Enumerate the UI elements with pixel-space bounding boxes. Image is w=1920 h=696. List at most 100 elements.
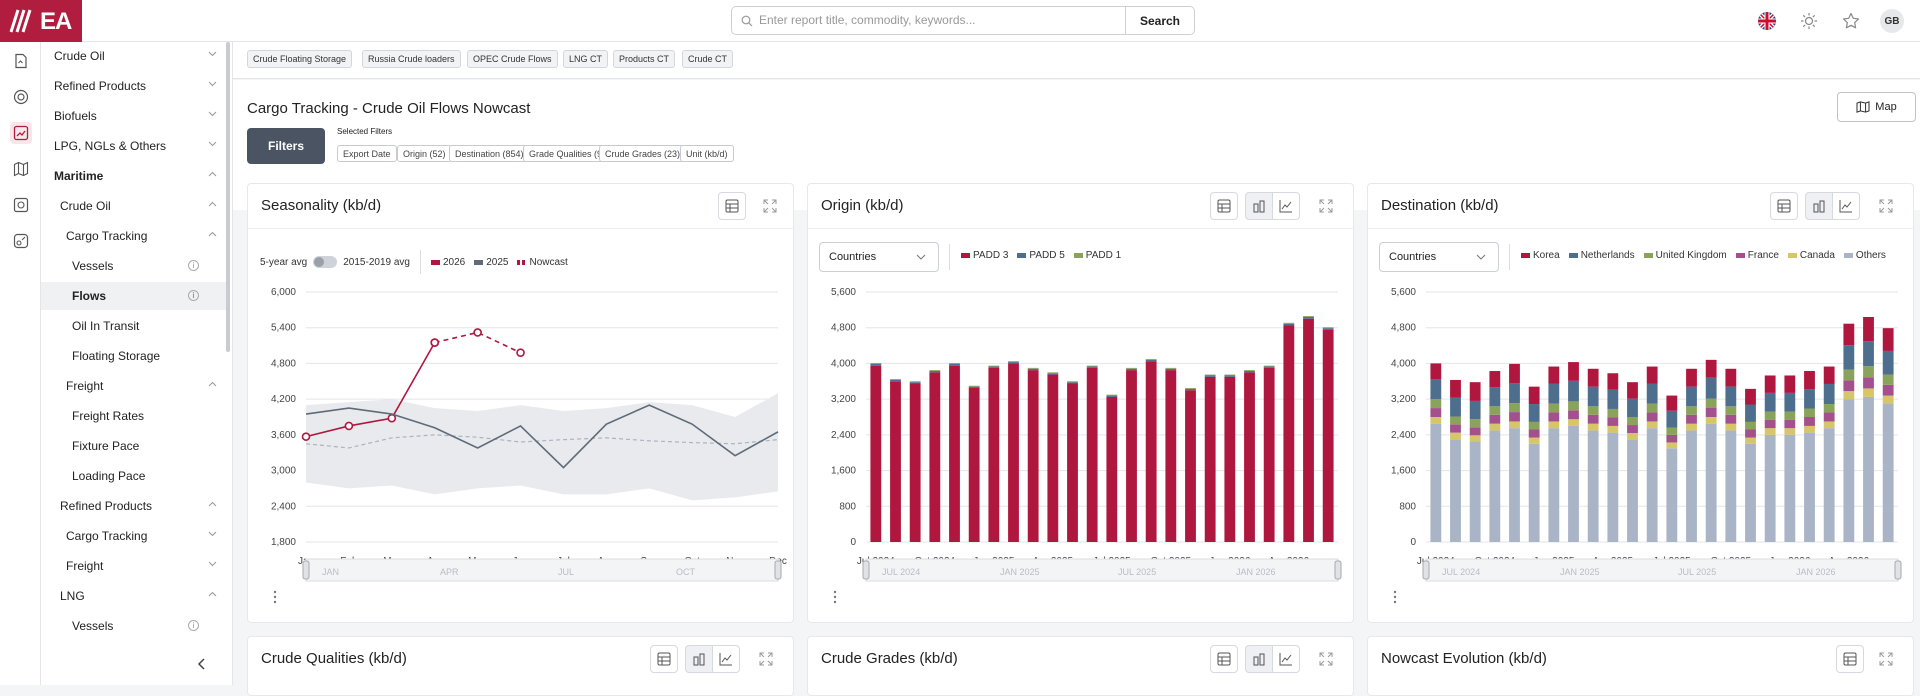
origin-dropdown[interactable]: Countries	[819, 242, 939, 272]
sidebar-item-refined-products[interactable]: Refined Products	[41, 72, 229, 100]
bar-canada	[1548, 421, 1560, 429]
sidebar-item-cargo-tracking[interactable]: Cargo Tracking	[41, 222, 229, 250]
legend-item-2025[interactable]: 2025	[474, 257, 508, 268]
legend-item-canada[interactable]: Canada	[1787, 250, 1835, 261]
sidebar-item-flows[interactable]: Flows i	[41, 282, 229, 310]
map-icon[interactable]	[10, 158, 32, 180]
tag-opec-crude-flows[interactable]: OPEC Crude Flows	[467, 50, 558, 68]
reports-icon[interactable]	[10, 50, 32, 72]
tag-lng-ct[interactable]: LNG CT	[563, 50, 609, 68]
info-icon[interactable]: i	[188, 290, 199, 301]
legend-item-nowcast[interactable]: Nowcast	[517, 257, 568, 268]
sidebar-item-oil-in-transit[interactable]: Oil In Transit	[41, 312, 229, 340]
filter-chip-destination[interactable]: Destination (854)	[449, 145, 530, 162]
expand-icon[interactable]	[1318, 198, 1334, 214]
map-button[interactable]: Map	[1837, 92, 1916, 122]
dashboard-icon[interactable]	[10, 122, 32, 144]
avatar[interactable]: GB	[1880, 9, 1904, 33]
sidebar-item-biofuels[interactable]: Biofuels	[41, 102, 229, 130]
filters-button[interactable]: Filters	[247, 128, 325, 164]
legend-item-padd1[interactable]: PADD 1	[1073, 250, 1121, 261]
avg-toggle[interactable]	[313, 256, 338, 268]
sidebar-item-freight[interactable]: Freight	[41, 552, 229, 580]
sidebar-item-freight-rates[interactable]: Freight Rates	[41, 402, 229, 430]
bar-others	[1528, 443, 1540, 542]
tag-crude-ct[interactable]: Crude CT	[682, 50, 734, 68]
sidebar-item-vessels[interactable]: Vessels i	[41, 612, 229, 640]
filter-chip-origin[interactable]: Origin (52)	[397, 145, 452, 162]
table-view-button[interactable]	[1210, 192, 1238, 220]
table-view-button[interactable]	[1770, 192, 1798, 220]
expand-icon[interactable]	[758, 651, 774, 667]
filter-chip-crude-grades[interactable]: Crude Grades (23)	[599, 145, 687, 162]
bar-view-button[interactable]	[1245, 645, 1273, 673]
table-view-button[interactable]	[1210, 645, 1238, 673]
filter-chip-unit[interactable]: Unit (kb/d)	[680, 145, 734, 162]
tag-russia-crude-loaders[interactable]: Russia Crude loaders	[362, 50, 461, 68]
expand-icon[interactable]	[1878, 651, 1894, 667]
star-icon[interactable]	[1840, 10, 1862, 32]
sidebar-item-label: Crude Oil	[54, 49, 105, 63]
sidebar-item-refined-products[interactable]: Refined Products	[41, 492, 229, 520]
info-icon[interactable]: i	[188, 620, 199, 631]
search-button[interactable]: Search	[1125, 6, 1195, 35]
filter-chip-export-date[interactable]: Export Date	[337, 145, 397, 162]
bar-view-button[interactable]	[1805, 192, 1833, 220]
legend-item-padd3[interactable]: PADD 3	[961, 250, 1008, 261]
target-icon[interactable]	[10, 86, 32, 108]
info-icon[interactable]: i	[188, 260, 199, 271]
expand-icon[interactable]	[1318, 651, 1334, 667]
collapse-sidebar-button[interactable]	[192, 654, 212, 674]
sidebar-item-crude-oil[interactable]: Crude Oil	[41, 42, 229, 70]
sidebar-item-lpg-ngls-others[interactable]: LPG, NGLs & Others	[41, 132, 229, 160]
navigator-label: JAN 2026	[1236, 567, 1276, 577]
legend-item-2026[interactable]: 2026	[430, 257, 465, 268]
logo[interactable]: EA	[0, 0, 82, 42]
sidebar-item-cargo-tracking[interactable]: Cargo Tracking	[41, 522, 229, 550]
legend-item-padd5[interactable]: PADD 5	[1017, 250, 1065, 261]
line-view-button[interactable]	[1272, 192, 1300, 220]
legend-item-others[interactable]: Others	[1843, 250, 1886, 261]
legend-item-netherlands[interactable]: Netherlands	[1568, 250, 1635, 261]
sun-icon[interactable]	[1798, 10, 1820, 32]
more-options-icon[interactable]	[272, 589, 278, 605]
tag-products-ct[interactable]: Products CT	[613, 50, 676, 68]
sidebar-item-freight[interactable]: Freight	[41, 372, 229, 400]
nowcast-evolution-card: Nowcast Evolution (kb/d)	[1367, 636, 1914, 696]
sidebar-item-label: Refined Products	[54, 79, 147, 93]
sidebar-item-fixture-pace[interactable]: Fixture Pace	[41, 432, 229, 460]
destination-dropdown[interactable]: Countries	[1379, 242, 1499, 272]
sidebar-item-lng[interactable]: LNG	[41, 582, 229, 610]
legend-item-korea[interactable]: Korea	[1521, 250, 1560, 261]
data-icon[interactable]	[10, 194, 32, 216]
line-view-button[interactable]	[1272, 645, 1300, 673]
table-view-button[interactable]	[1836, 645, 1864, 673]
search-input[interactable]	[759, 13, 1109, 27]
sidebar-item-vessels[interactable]: Vessels i	[41, 252, 229, 280]
legend-item-france[interactable]: France	[1735, 250, 1779, 261]
line-view-button[interactable]	[1832, 192, 1860, 220]
tools-icon[interactable]	[10, 230, 32, 252]
table-view-button[interactable]	[718, 192, 746, 220]
table-view-button[interactable]	[650, 645, 678, 673]
sidebar-item-loading-pace[interactable]: Loading Pace	[41, 462, 229, 490]
bar-view-button[interactable]	[685, 645, 713, 673]
sidebar-scrollbar[interactable]	[226, 42, 230, 352]
bar-view-button[interactable]	[1245, 192, 1273, 220]
tag-crude-floating-storage[interactable]: Crude Floating Storage	[247, 50, 353, 68]
legend-item-united-kingdom[interactable]: United Kingdom	[1643, 250, 1727, 261]
uk-flag-icon[interactable]	[1756, 10, 1778, 32]
sidebar-item-crude-oil[interactable]: Crude Oil	[41, 192, 229, 220]
search-box[interactable]	[731, 6, 1126, 35]
more-options-icon[interactable]	[1392, 589, 1398, 605]
bar-padd-5	[1322, 328, 1334, 330]
filter-chip-grade-qualities[interactable]: Grade Qualities (9)	[523, 145, 612, 162]
line-view-button[interactable]	[712, 645, 740, 673]
sidebar-item-floating-storage[interactable]: Floating Storage	[41, 342, 229, 370]
sidebar-item-maritime[interactable]: Maritime	[41, 162, 229, 190]
expand-icon[interactable]	[1878, 198, 1894, 214]
more-options-icon[interactable]	[832, 589, 838, 605]
bar-canada	[1469, 435, 1481, 442]
expand-icon[interactable]	[762, 198, 778, 214]
bar-padd-3	[1126, 370, 1137, 542]
